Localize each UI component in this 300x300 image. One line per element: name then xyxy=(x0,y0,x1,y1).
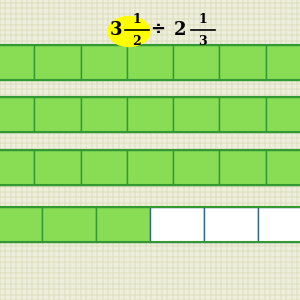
Bar xyxy=(127,98,173,132)
Text: 1: 1 xyxy=(132,13,141,26)
Bar xyxy=(34,45,81,80)
Bar xyxy=(150,207,204,242)
Bar xyxy=(219,150,266,184)
Bar xyxy=(0,98,34,132)
Bar xyxy=(42,207,96,242)
Bar xyxy=(173,45,219,80)
Text: 3: 3 xyxy=(198,35,207,48)
Bar xyxy=(96,207,150,242)
Bar xyxy=(0,150,300,184)
Bar xyxy=(266,98,300,132)
Bar xyxy=(34,98,81,132)
Bar xyxy=(81,150,127,184)
Text: 2: 2 xyxy=(132,35,141,48)
Bar xyxy=(0,207,42,242)
Bar xyxy=(81,98,127,132)
Text: 2: 2 xyxy=(174,21,186,39)
Text: ÷: ÷ xyxy=(150,20,165,38)
Bar xyxy=(0,150,34,184)
Bar xyxy=(173,150,219,184)
Bar xyxy=(127,150,173,184)
Bar xyxy=(266,150,300,184)
Bar xyxy=(0,45,300,80)
Ellipse shape xyxy=(108,16,150,46)
Bar xyxy=(266,45,300,80)
Bar xyxy=(34,150,81,184)
Bar xyxy=(258,207,300,242)
Bar xyxy=(173,98,219,132)
Text: 1: 1 xyxy=(198,13,207,26)
Bar xyxy=(81,45,127,80)
Bar xyxy=(127,45,173,80)
Bar xyxy=(0,207,300,242)
Bar xyxy=(219,45,266,80)
Bar xyxy=(0,45,34,80)
Bar xyxy=(219,98,266,132)
Bar xyxy=(204,207,258,242)
Bar xyxy=(0,98,300,132)
Text: 3: 3 xyxy=(109,21,122,39)
